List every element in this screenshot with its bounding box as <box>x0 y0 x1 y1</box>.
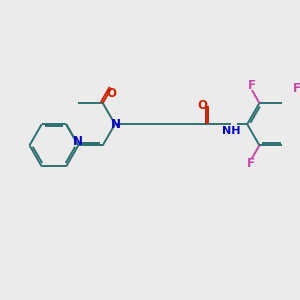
Text: F: F <box>248 79 256 92</box>
Text: N: N <box>111 118 121 131</box>
Text: O: O <box>106 87 116 100</box>
Text: NH: NH <box>222 126 240 136</box>
Text: N: N <box>74 135 83 148</box>
Text: O: O <box>198 99 208 112</box>
Text: F: F <box>292 82 300 95</box>
Text: F: F <box>247 157 255 170</box>
